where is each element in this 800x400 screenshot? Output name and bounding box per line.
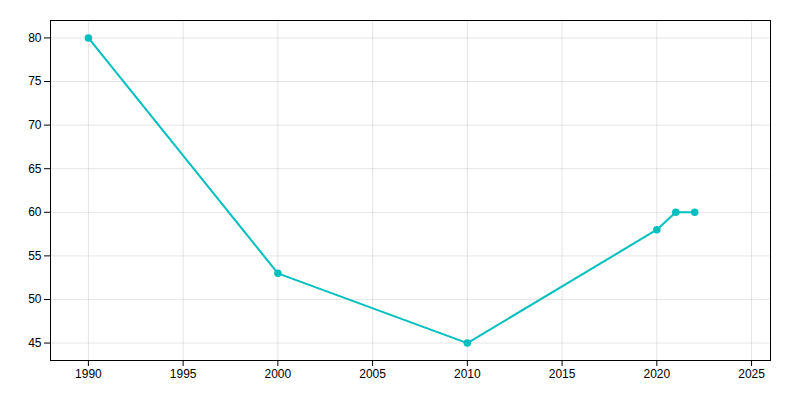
svg-text:80: 80 bbox=[28, 31, 42, 45]
svg-text:2020: 2020 bbox=[643, 367, 670, 381]
svg-text:60: 60 bbox=[28, 205, 42, 219]
svg-text:1990: 1990 bbox=[75, 367, 102, 381]
svg-text:75: 75 bbox=[28, 74, 42, 88]
svg-text:70: 70 bbox=[28, 118, 42, 132]
svg-text:1995: 1995 bbox=[170, 367, 197, 381]
svg-text:55: 55 bbox=[28, 249, 42, 263]
svg-text:45: 45 bbox=[28, 336, 42, 350]
svg-text:2000: 2000 bbox=[265, 367, 292, 381]
svg-text:2025: 2025 bbox=[738, 367, 765, 381]
svg-text:50: 50 bbox=[28, 292, 42, 306]
svg-text:2005: 2005 bbox=[359, 367, 386, 381]
svg-text:2010: 2010 bbox=[454, 367, 481, 381]
svg-text:65: 65 bbox=[28, 162, 42, 176]
svg-text:2015: 2015 bbox=[549, 367, 576, 381]
